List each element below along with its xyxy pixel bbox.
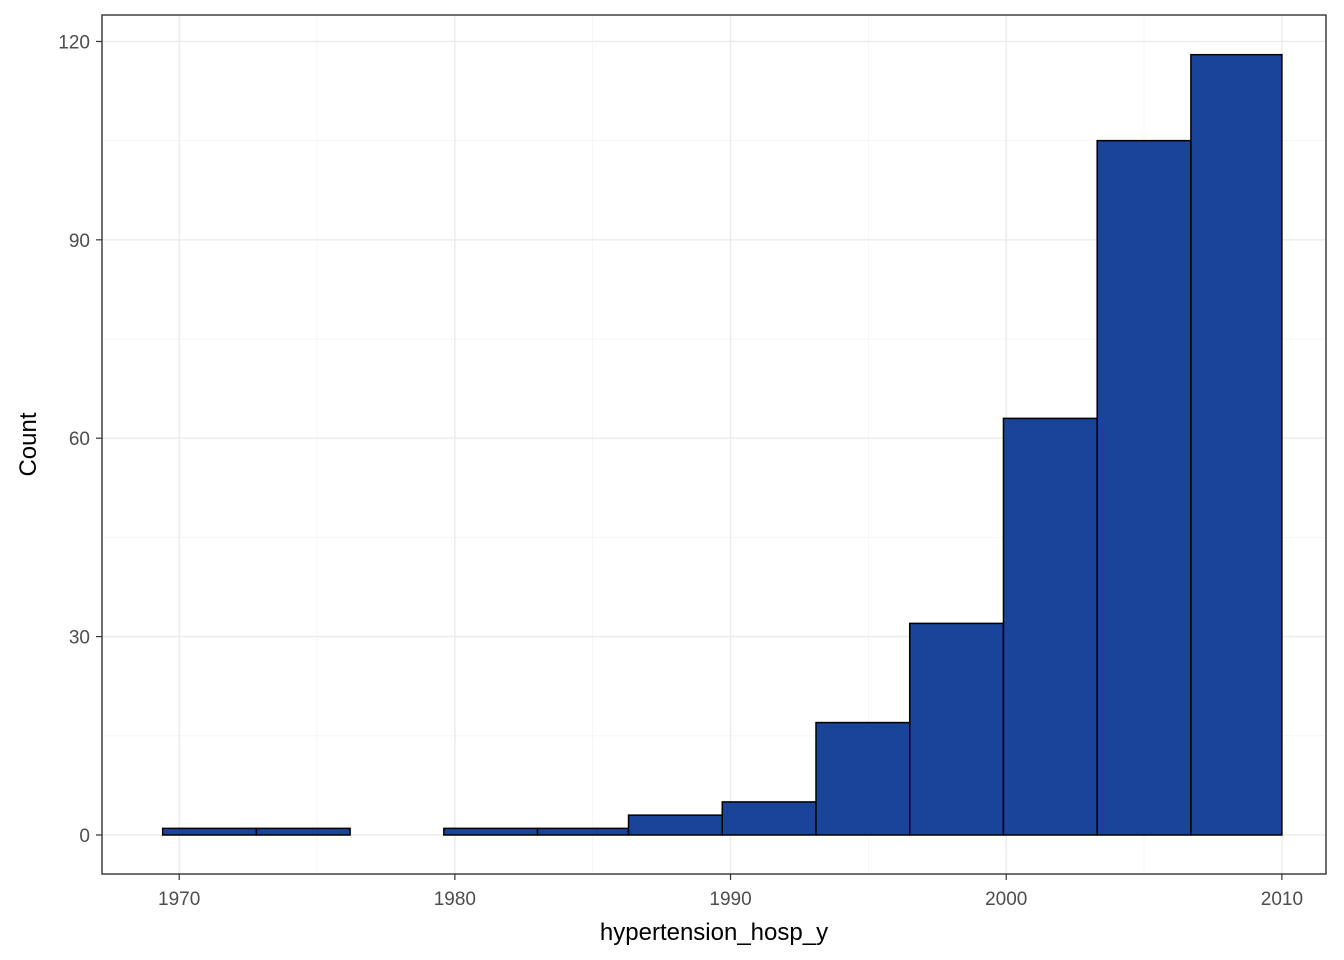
histogram-bar xyxy=(443,827,539,836)
y-tick-label: 120 xyxy=(58,32,90,53)
histogram-bar xyxy=(908,622,1005,836)
histogram-bar xyxy=(161,827,258,836)
x-tick-label: 1970 xyxy=(158,889,200,910)
axis-ticks xyxy=(96,40,1283,880)
histogram-bar xyxy=(627,814,724,836)
histogram-bar xyxy=(815,721,911,836)
histogram-bar xyxy=(1096,139,1192,836)
x-tick-label: 2000 xyxy=(985,889,1027,910)
y-tick-label: 60 xyxy=(69,429,90,450)
histogram-bar xyxy=(1002,417,1098,836)
x-tick-label: 2010 xyxy=(1261,889,1303,910)
y-tick-label: 0 xyxy=(79,826,90,847)
histogram-bar xyxy=(536,827,630,836)
x-tick-label: 1980 xyxy=(434,889,476,910)
histogram-bars xyxy=(161,53,1283,836)
panel-border xyxy=(101,14,1327,875)
histogram-bar xyxy=(255,827,351,836)
histogram-bar xyxy=(721,801,817,836)
y-tick-label: 30 xyxy=(69,628,90,649)
y-tick-label: 90 xyxy=(69,231,90,252)
x-axis-title: hypertension_hosp_y xyxy=(600,919,828,946)
x-tick-label: 1990 xyxy=(709,889,751,910)
y-axis-title: Count xyxy=(15,412,42,476)
axis-tick-labels: 1970 1980 1990 2000 2010 0 30 60 90 120 xyxy=(58,32,1303,910)
histogram-bar xyxy=(1190,53,1283,836)
